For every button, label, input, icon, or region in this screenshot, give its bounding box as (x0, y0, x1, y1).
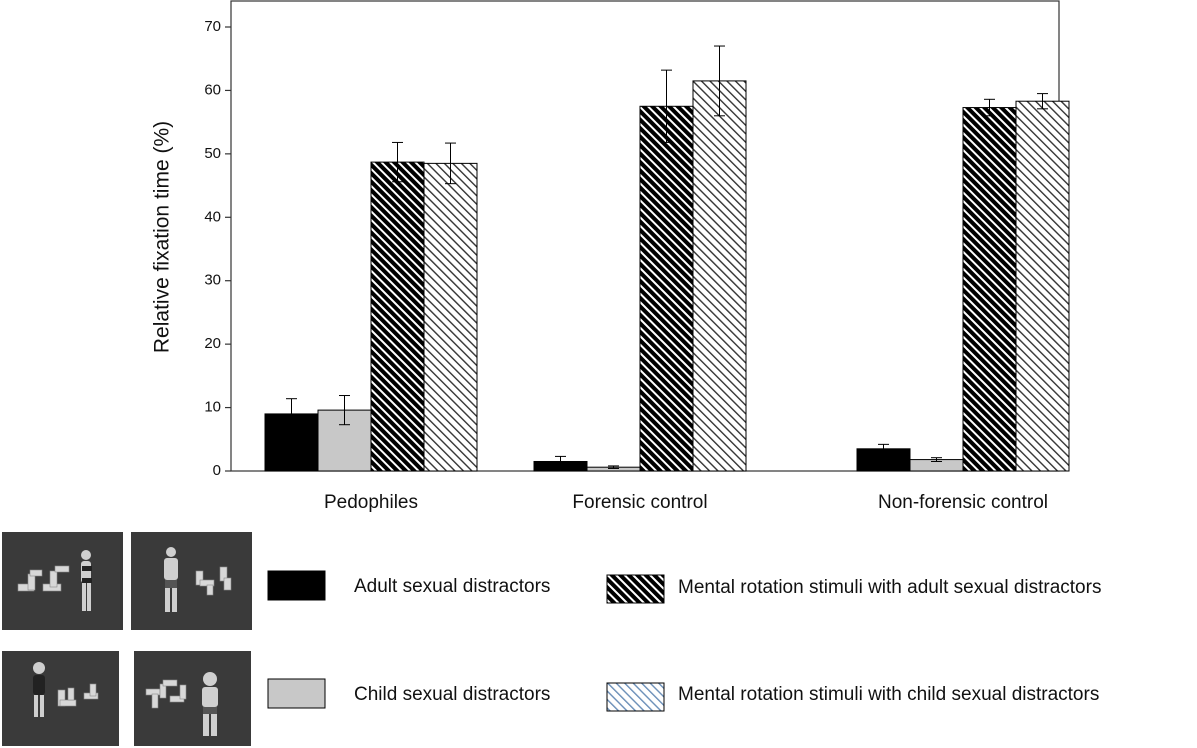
y-axis-title: Relative fixation time (%) (151, 121, 174, 353)
stimulus-panel-child-male (134, 651, 251, 746)
bar (264, 413, 319, 472)
error-bar (339, 395, 350, 426)
legend: Adult sexual distractors Mental rotation… (267, 570, 1101, 712)
error-bar (608, 465, 619, 469)
category-label: Pedophiles (324, 492, 418, 513)
error-bar-group (286, 45, 1048, 469)
stimulus-panel-child-female (2, 651, 119, 746)
child-female-figure-icon (33, 662, 45, 717)
category-labels: Pedophiles Forensic control Non-forensic c… (324, 492, 1048, 513)
error-bar (878, 443, 889, 454)
y-tick-label: 50 (204, 145, 221, 162)
error-bar (392, 141, 403, 183)
legend-swatch-rotation-child (606, 682, 665, 712)
category-label: Non-forensic control (878, 492, 1048, 513)
y-tick-label: 30 (204, 272, 221, 289)
category-label: Forensic control (572, 492, 707, 513)
mental-rotation-cubes-icon (195, 566, 232, 596)
y-tick-label: 10 (204, 399, 221, 416)
legend-label-rotation-adult: Mental rotation stimuli with adult sexua… (678, 577, 1101, 598)
mental-rotation-cubes-icon (145, 679, 187, 709)
legend-label-rotation-child: Mental rotation stimuli with child sexua… (678, 684, 1099, 705)
mental-rotation-cubes-icon (17, 565, 70, 592)
error-bar (445, 142, 456, 185)
legend-label-adult: Adult sexual distractors (354, 576, 550, 597)
error-bar (984, 98, 995, 117)
legend-swatch-child (267, 678, 326, 709)
bar (639, 105, 694, 472)
error-bar (661, 69, 672, 143)
stimulus-panel-adult-male (131, 532, 252, 630)
y-axis-ticks: 0 10 20 30 40 50 60 70 (204, 18, 231, 479)
y-tick-label: 40 (204, 208, 221, 225)
bar (423, 162, 478, 472)
legend-label-child: Child sexual distractors (354, 684, 550, 705)
error-bar (555, 455, 566, 468)
bar (962, 107, 1017, 472)
stimulus-panel-adult-female (2, 532, 123, 630)
y-tick-label: 0 (213, 462, 221, 479)
legend-swatch-adult (267, 570, 326, 601)
y-tick-label: 70 (204, 18, 221, 35)
error-bar (931, 457, 942, 462)
adult-male-figure-icon (164, 547, 178, 612)
error-bar (714, 45, 725, 117)
bar (1015, 100, 1070, 472)
bar-group (264, 80, 1070, 472)
error-bar (1037, 93, 1048, 110)
mental-rotation-cubes-icon (57, 683, 99, 707)
legend-swatch-rotation-adult (606, 574, 665, 604)
bar (370, 161, 425, 472)
y-tick-label: 60 (204, 81, 221, 98)
child-male-figure-icon (202, 672, 218, 736)
adult-female-figure-icon (81, 550, 92, 611)
bar (692, 80, 747, 472)
y-tick-label: 20 (204, 335, 221, 352)
error-bar (286, 398, 297, 430)
